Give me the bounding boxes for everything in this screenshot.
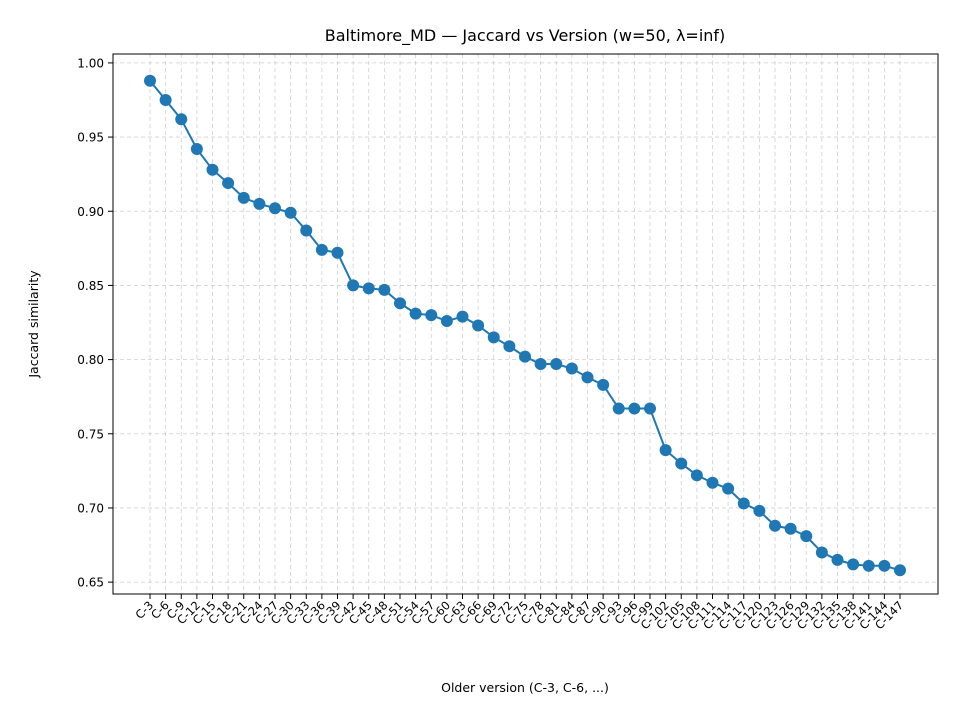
data-point <box>753 504 766 517</box>
data-point <box>550 358 563 371</box>
data-point <box>628 402 641 415</box>
x-axis-label: Older version (C-3, C-6, ...) <box>441 680 609 695</box>
data-point <box>862 559 875 572</box>
y-tick-label: 0.80 <box>77 353 104 367</box>
data-point <box>144 74 156 87</box>
data-point <box>565 362 578 375</box>
data-point <box>159 93 172 106</box>
data-point <box>644 402 656 415</box>
data-point <box>347 279 360 292</box>
data-point <box>503 340 516 353</box>
data-point <box>675 457 688 470</box>
data-point <box>690 469 703 482</box>
data-point <box>315 243 328 256</box>
data-point <box>706 476 719 489</box>
grid <box>113 54 938 594</box>
data-point <box>487 331 500 344</box>
data-point <box>284 206 297 219</box>
series-line <box>144 74 906 577</box>
data-point <box>456 310 469 323</box>
y-ticks: 0.65 0.70 0.75 0.80 0.85 0.90 0.95 1.00 <box>77 56 113 590</box>
data-point <box>472 319 485 332</box>
data-point <box>519 350 531 363</box>
y-tick-label: 0.70 <box>77 501 104 515</box>
data-point <box>659 444 672 457</box>
data-point <box>597 378 610 391</box>
data-point <box>425 309 438 322</box>
y-tick-label: 0.85 <box>77 279 104 293</box>
y-tick-label: 1.00 <box>77 56 104 70</box>
data-point <box>800 530 813 543</box>
y-tick-label: 0.65 <box>77 576 104 590</box>
data-point <box>409 307 422 320</box>
data-point <box>581 371 594 384</box>
data-point <box>737 497 750 510</box>
data-point <box>815 546 828 559</box>
data-point <box>300 224 313 237</box>
data-point <box>394 297 406 310</box>
data-point <box>237 191 250 204</box>
data-point <box>847 558 860 571</box>
y-tick-label: 0.90 <box>77 205 104 219</box>
data-point <box>190 142 203 155</box>
data-point <box>253 197 266 210</box>
data-point <box>175 113 188 126</box>
data-point <box>769 519 781 532</box>
data-point <box>878 559 891 572</box>
data-point <box>440 315 453 328</box>
data-point <box>206 163 219 176</box>
data-point <box>222 177 235 190</box>
data-point <box>269 202 281 215</box>
y-axis-label: Jaccard similarity <box>26 270 41 379</box>
data-point <box>534 358 547 371</box>
data-point <box>722 482 735 495</box>
data-point <box>894 564 906 577</box>
data-point <box>331 246 344 259</box>
y-tick-label: 0.75 <box>77 427 104 441</box>
data-point <box>612 402 625 415</box>
data-point <box>378 283 391 296</box>
data-point <box>362 282 375 295</box>
y-tick-label: 0.95 <box>77 131 104 145</box>
data-point <box>784 522 797 535</box>
chart-title: Baltimore_MD — Jaccard vs Version (w=50,… <box>325 26 726 46</box>
data-point <box>831 553 844 566</box>
